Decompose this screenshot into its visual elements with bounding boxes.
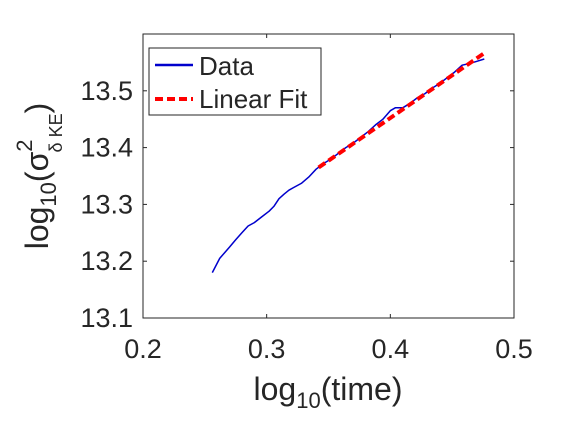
x-tick-label: 0.2 [124,334,162,364]
x-axis-label-rest: (time) [321,371,403,407]
legend: Data Linear Fit [148,47,322,116]
y-axis-label-open: (σ [19,151,55,182]
x-axis-label-log: log [254,371,297,407]
y-tick-label: 13.4 [80,133,133,163]
x-tick-label: 0.4 [372,334,410,364]
y-axis-label: log10(σ2 δ KE) [12,103,66,250]
x-axis-label-sub: 10 [296,388,320,413]
series-layer [211,50,487,273]
y-axis-label-sub2: δ KE [46,113,66,152]
y-tick-label: 13.3 [80,189,133,219]
y-axis-label-log: log [19,207,55,250]
y-tick-label: 13.1 [80,303,133,333]
x-tick-label: 0.5 [495,334,533,364]
axis-ticks: 0.2 0.3 0.4 0.5 13.1 13.2 13.3 13.4 13.5 [80,34,533,364]
y-tick-label: 13.2 [80,246,133,276]
y-axis-label-sup: 2 [12,139,37,151]
series-line-linear-fit [317,50,487,170]
y-axis-label-sub: 10 [36,182,61,206]
legend-label-data: Data [199,51,254,81]
legend-label-fit: Linear Fit [199,84,308,114]
x-tick-label: 0.3 [248,334,286,364]
y-axis-label-close: ) [19,103,55,114]
legend-box [148,47,322,116]
x-axis-label: log10(time) [254,371,403,413]
y-tick-label: 13.5 [80,76,133,106]
